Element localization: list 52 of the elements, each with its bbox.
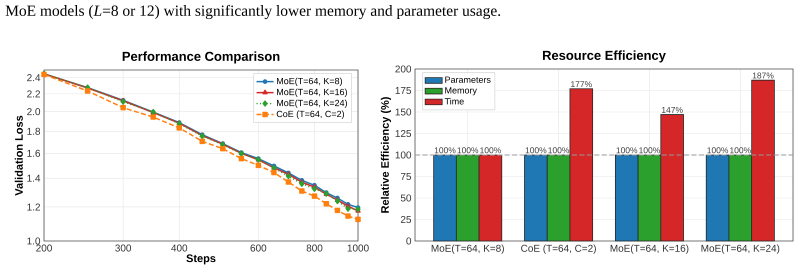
legend-label: Parameters	[445, 76, 491, 83]
y-tick-label: 1.6	[27, 150, 40, 157]
x-tick-label: 300	[115, 244, 132, 252]
x-tick-label: 1000	[348, 244, 369, 252]
data-label: 100%	[526, 147, 546, 154]
y-tick-label: 2.2	[27, 90, 40, 98]
legend-label: MoE(T=64, K=24)	[277, 100, 347, 108]
y-tick-label: 150	[396, 108, 412, 116]
data-label: 100%	[434, 147, 456, 154]
data-label: 100%	[730, 147, 751, 154]
y-tick-label: 50	[400, 194, 412, 202]
x-tick-label: CoE (T=64, C=2)	[521, 244, 596, 254]
chart-title: Resource Efficiency	[542, 50, 666, 62]
x-axis-title: Steps	[186, 254, 216, 264]
legend-label: MoE(T=64, K=16)	[277, 88, 347, 97]
y-tick-label: 1.0	[27, 237, 40, 245]
data-label: 100%	[616, 147, 638, 154]
x-tick-label: 800	[306, 244, 322, 252]
y-tick-label: 100	[396, 151, 412, 159]
data-label: 100%	[458, 147, 478, 154]
y-tick-label: 175	[396, 87, 412, 94]
data-label: 147%	[662, 106, 683, 113]
chart-title: Performance Comparison	[122, 51, 280, 64]
y-tick-label: 25	[400, 216, 412, 224]
y-tick-label: 200	[395, 65, 412, 73]
y-tick-label: 75	[400, 173, 412, 180]
legend-label: CoE (T=64, C=2)	[276, 110, 344, 119]
text: MoE models (L=8 or 12) with significantly lower memory and parameter usage.	[6, 4, 500, 20]
x-tick-label: MoE(T=64, K=8)	[432, 244, 504, 254]
y-tick-label: 0	[406, 237, 412, 245]
x-tick-label: 200	[36, 244, 52, 252]
x-tick-label: 400	[171, 244, 188, 252]
y-tick-label: 2.4	[27, 74, 40, 82]
data-label: 100%	[639, 147, 660, 154]
data-label: 187%	[752, 72, 774, 78]
y-tick-label: 2.0	[27, 108, 40, 116]
legend-label: MoE(T=64, K=8)	[277, 78, 342, 86]
y-tick-label: 125	[396, 130, 412, 138]
y-tick-label: 1.2	[27, 204, 40, 210]
x-tick-label: 600	[250, 244, 266, 252]
data-label: 177%	[571, 81, 592, 88]
y-axis-title: Relative Efficiency (%)	[380, 97, 392, 213]
x-tick-label: MoE(T=64, K=24)	[702, 244, 780, 254]
y-tick-label: 1.8	[27, 128, 40, 135]
y-axis-title: Validation Loss	[14, 116, 23, 196]
legend-label: Time	[444, 98, 464, 105]
data-label: 100%	[480, 147, 501, 154]
data-label: 100%	[548, 147, 570, 154]
legend-label: Memory	[445, 87, 477, 96]
y-tick-label: 1.4	[27, 174, 40, 182]
x-tick-label: MoE(T=64, K=16)	[610, 244, 688, 254]
data-label: 100%	[707, 147, 728, 154]
